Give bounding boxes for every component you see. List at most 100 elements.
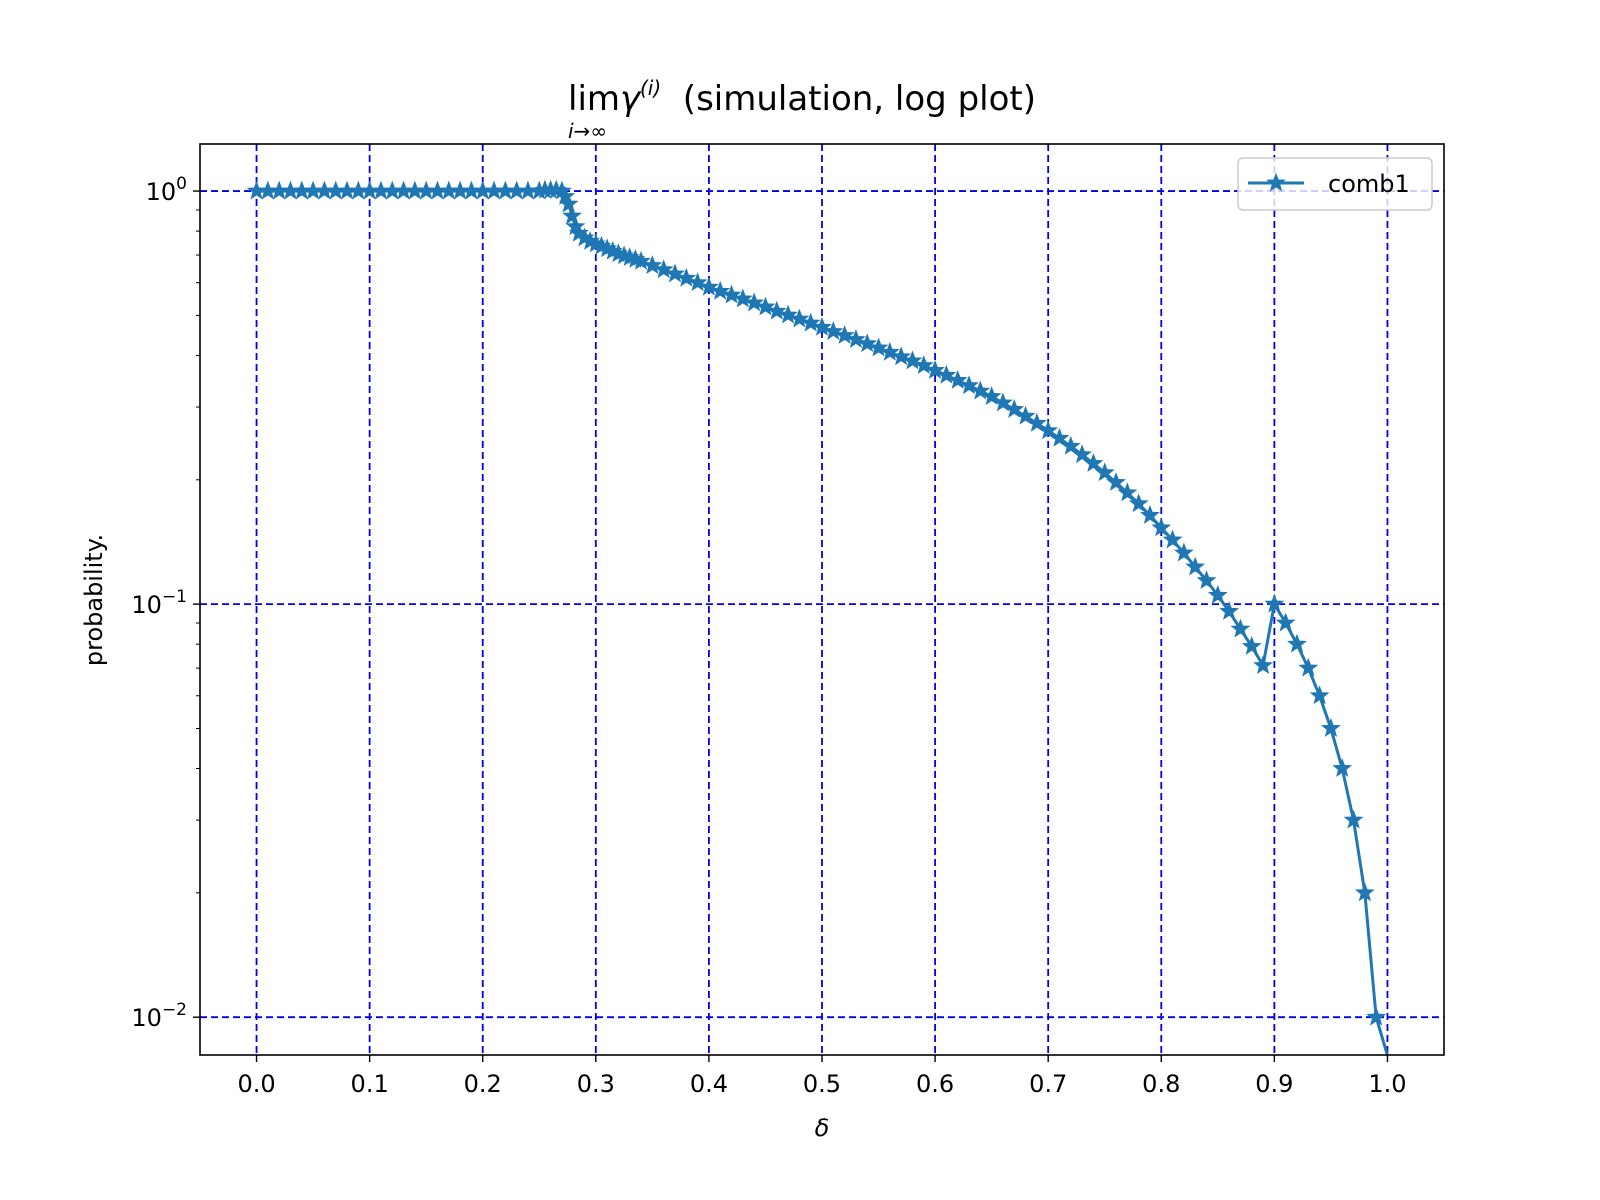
data-point-marker bbox=[947, 369, 968, 389]
legend: comb1 bbox=[1237, 157, 1433, 211]
data-point-marker bbox=[676, 267, 697, 287]
data-point-marker bbox=[1366, 1006, 1387, 1026]
x-tick-label: 1.0 bbox=[1368, 1070, 1406, 1098]
data-point-marker bbox=[970, 380, 991, 400]
title-subscript: i→∞ bbox=[568, 119, 607, 143]
data-point-marker bbox=[1275, 612, 1296, 632]
x-tick-label: 0.1 bbox=[351, 1070, 389, 1098]
data-point-marker bbox=[959, 375, 979, 395]
data-point-marker bbox=[699, 276, 719, 296]
data-point-marker bbox=[1207, 584, 1228, 604]
title-superscript: (i) bbox=[640, 76, 661, 100]
data-point-marker bbox=[868, 337, 889, 357]
data-point-marker bbox=[710, 280, 731, 300]
x-tick-label: 0.8 bbox=[1142, 1070, 1180, 1098]
y-tick-label: 10−1 bbox=[131, 587, 187, 619]
data-point-marker bbox=[642, 255, 663, 275]
data-point-marker bbox=[1230, 618, 1251, 638]
legend-star-marker bbox=[1266, 172, 1286, 192]
data-point-marker bbox=[1162, 529, 1183, 549]
x-tick-label: 0.4 bbox=[690, 1070, 728, 1098]
data-point-marker bbox=[1128, 493, 1149, 513]
data-point-marker bbox=[562, 205, 582, 225]
data-point-marker bbox=[1343, 809, 1364, 829]
data-point-marker bbox=[789, 308, 810, 328]
data-point-marker bbox=[800, 312, 821, 332]
data-point-marker bbox=[891, 346, 912, 366]
data-point-marker bbox=[721, 284, 742, 304]
data-point-marker bbox=[857, 333, 878, 353]
data-point-marker bbox=[1185, 556, 1206, 576]
data-point-marker bbox=[1354, 882, 1375, 902]
x-tick-label: 0.3 bbox=[577, 1070, 615, 1098]
x-tick-label: 0.9 bbox=[1255, 1070, 1293, 1098]
data-point-marker bbox=[1117, 482, 1138, 502]
data-point-marker bbox=[823, 321, 844, 340]
data-point-marker bbox=[846, 329, 866, 348]
x-tick-label: 0.0 bbox=[237, 1070, 275, 1098]
legend-box bbox=[1237, 157, 1433, 211]
x-axis-label: δ bbox=[815, 1114, 830, 1142]
data-point-marker bbox=[1026, 412, 1047, 432]
y-axis: 100 10−1 10−2 bbox=[131, 174, 200, 1032]
data-point-marker bbox=[1106, 472, 1126, 491]
data-point-marker bbox=[665, 263, 685, 283]
data-point-marker bbox=[1196, 570, 1217, 590]
data-point-marker bbox=[1015, 405, 1036, 425]
data-point-marker bbox=[687, 272, 708, 292]
data-point-marker bbox=[1241, 636, 1262, 655]
legend-label: comb1 bbox=[1328, 170, 1410, 198]
title-rest: (simulation, log plot) bbox=[672, 79, 1036, 119]
data-point-marker bbox=[778, 304, 798, 324]
data-point-marker bbox=[879, 341, 900, 361]
data-point-marker bbox=[1038, 420, 1059, 440]
x-tick-label: 0.6 bbox=[916, 1070, 954, 1098]
data-point-marker bbox=[1072, 444, 1093, 464]
data-point-marker bbox=[555, 186, 576, 205]
data-point-marker bbox=[1287, 633, 1307, 653]
data-point-marker bbox=[812, 316, 832, 336]
data-point-marker bbox=[744, 292, 765, 312]
data-point-marker bbox=[1253, 655, 1273, 674]
data-point-marker bbox=[1083, 453, 1104, 472]
data-point-marker bbox=[834, 325, 855, 344]
grid bbox=[200, 144, 1444, 1055]
data-point-marker bbox=[755, 296, 776, 316]
x-tick-label: 0.7 bbox=[1029, 1070, 1067, 1098]
series-comb1 bbox=[246, 179, 1389, 1056]
chart-title: lim γ (i) i→∞ (simulation, log plot) bbox=[568, 76, 1036, 143]
data-point-marker bbox=[558, 193, 579, 213]
data-point-marker bbox=[653, 259, 674, 279]
y-axis-label: probability. bbox=[80, 534, 108, 666]
data-point-marker bbox=[1140, 504, 1160, 524]
data-point-marker bbox=[902, 350, 923, 370]
x-tick-label: 0.5 bbox=[803, 1070, 841, 1098]
data-point-marker bbox=[1309, 685, 1330, 705]
data-point-marker bbox=[1049, 427, 1070, 447]
data-point-marker bbox=[732, 288, 753, 308]
data-point-marker bbox=[631, 250, 651, 270]
title-lim: lim bbox=[568, 79, 620, 119]
data-point-marker bbox=[925, 359, 946, 379]
data-point-marker bbox=[1060, 435, 1081, 455]
data-point-marker bbox=[993, 392, 1013, 412]
data-point-marker bbox=[1321, 718, 1341, 737]
data-point-marker bbox=[1219, 601, 1240, 620]
title-gamma: γ bbox=[620, 79, 642, 119]
y-tick-label: 100 bbox=[146, 174, 187, 206]
data-point-marker bbox=[766, 300, 787, 320]
data-point-marker bbox=[1004, 399, 1025, 418]
data-point-marker bbox=[1332, 758, 1353, 777]
y-tick-label: 10−2 bbox=[131, 1000, 187, 1032]
data-point-marker bbox=[913, 355, 934, 375]
data-point-marker bbox=[1264, 593, 1285, 613]
data-point-marker bbox=[981, 386, 1002, 406]
data-point-marker bbox=[1094, 462, 1115, 482]
data-point-marker bbox=[1298, 657, 1319, 677]
x-axis: 0.0 0.1 0.2 0.3 0.4 0.5 0.6 0.7 0.8 0.9 1.0 bbox=[237, 1055, 1407, 1098]
data-point-marker bbox=[1151, 517, 1172, 537]
x-tick-label: 0.2 bbox=[464, 1070, 502, 1098]
data-point-marker bbox=[936, 364, 957, 384]
data-point-marker bbox=[1173, 542, 1194, 562]
